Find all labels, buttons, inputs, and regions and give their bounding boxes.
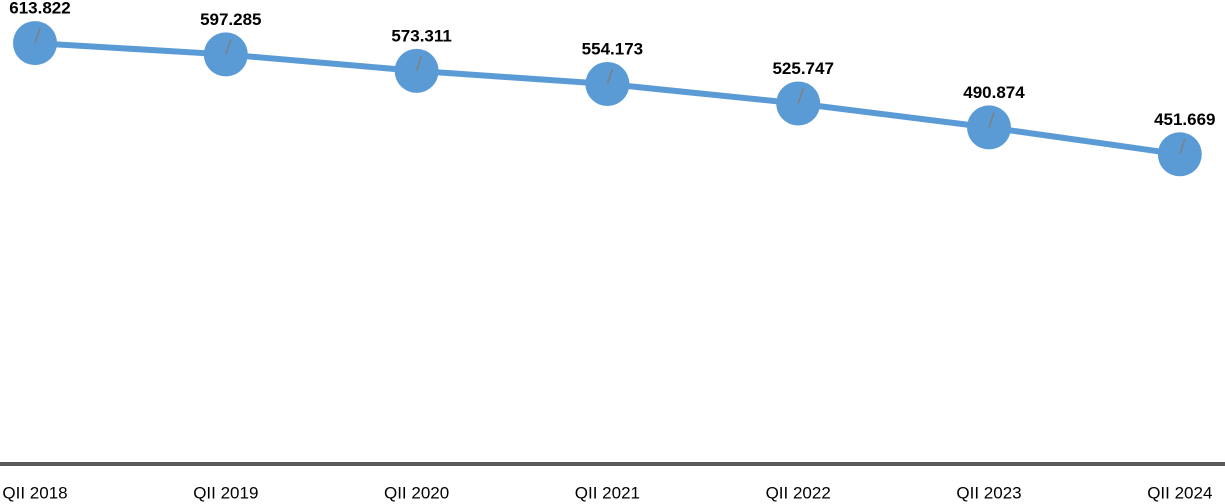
x-tick-label: QII 2022 <box>766 483 831 502</box>
x-tick-label: QII 2020 <box>384 483 449 502</box>
x-tick-label: QII 2024 <box>1147 483 1212 502</box>
leader-line <box>606 68 614 85</box>
value-label: 613.822 <box>9 0 70 18</box>
leader-line <box>34 27 41 44</box>
marker <box>967 105 1011 150</box>
value-label: 573.311 <box>391 26 452 45</box>
value-label: 490.874 <box>963 83 1025 102</box>
leader-line <box>225 39 232 55</box>
leader-line <box>415 55 423 72</box>
x-tick-label: QII 2023 <box>956 483 1021 502</box>
leader-line <box>797 88 804 104</box>
x-tick-label: QII 2019 <box>193 483 258 502</box>
leader-line <box>988 112 995 128</box>
value-label: 451.669 <box>1154 110 1215 129</box>
leader-line <box>1179 139 1186 155</box>
value-label: 597.285 <box>200 10 261 29</box>
x-tick-label: QII 2021 <box>575 483 640 502</box>
x-tick-label: QII 2018 <box>2 483 67 502</box>
marker <box>13 21 57 66</box>
value-label: 525.747 <box>772 59 833 78</box>
value-label: 554.173 <box>582 39 643 58</box>
